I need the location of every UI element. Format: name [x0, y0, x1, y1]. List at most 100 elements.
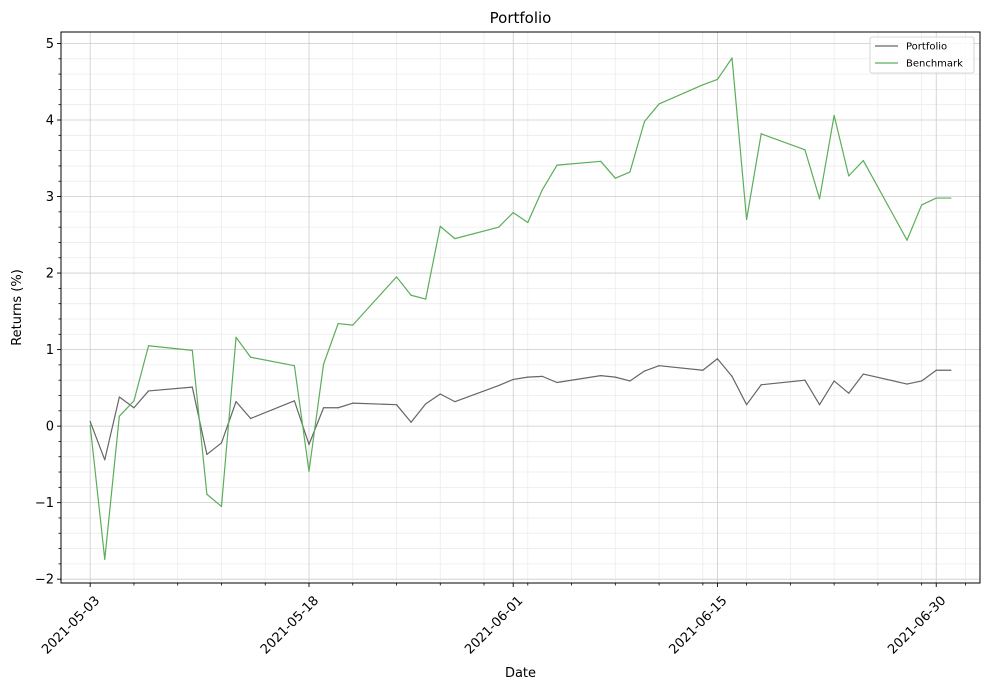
legend-label-benchmark: Benchmark [906, 59, 963, 70]
data-point-benchmark [191, 349, 193, 351]
data-point-portfolio [104, 459, 106, 461]
data-point-benchmark [322, 363, 325, 365]
data-point-benchmark [950, 197, 952, 199]
data-point-portfolio [556, 381, 558, 384]
chart-title: Portfolio [490, 9, 552, 27]
data-point-portfolio [250, 417, 252, 420]
data-point-portfolio [804, 379, 806, 381]
data-point-benchmark [147, 345, 150, 347]
data-point-portfolio [702, 369, 704, 371]
legend-label-portfolio: Portfolio [906, 42, 947, 53]
y-axis-label: Returns (%) [10, 269, 25, 346]
plot-frame [60, 31, 981, 584]
data-point-benchmark [658, 103, 660, 105]
data-point-benchmark [731, 57, 733, 59]
data-point-portfolio [425, 403, 427, 405]
data-point-benchmark [906, 239, 908, 241]
y-tick-label: −1 [35, 496, 54, 511]
series-line-portfolio [89, 358, 951, 461]
data-point-portfolio [921, 380, 923, 382]
legend: Portfolio Benchmark [869, 36, 975, 74]
data-point-benchmark [702, 84, 704, 86]
data-point-portfolio [206, 453, 208, 456]
data-point-benchmark [352, 324, 354, 326]
data-point-benchmark [235, 336, 237, 338]
data-point-portfolio [629, 380, 631, 382]
data-point-portfolio [118, 396, 120, 398]
data-point-benchmark [425, 298, 427, 300]
data-point-benchmark [118, 415, 120, 417]
data-point-portfolio [147, 390, 150, 392]
data-point-benchmark [454, 238, 456, 240]
y-tick-label: 1 [46, 343, 54, 358]
data-point-benchmark [133, 400, 135, 402]
data-point-benchmark [746, 218, 748, 221]
data-point-portfolio [352, 402, 354, 404]
series-layer [89, 57, 952, 560]
x-axis-label: Date [505, 666, 536, 681]
data-point-portfolio [410, 421, 412, 423]
data-point-portfolio [818, 404, 821, 406]
data-point-benchmark [600, 160, 602, 162]
data-point-portfolio [848, 392, 850, 394]
data-point-benchmark [206, 493, 208, 495]
data-point-benchmark [848, 175, 850, 177]
data-point-portfolio [950, 369, 952, 371]
data-point-portfolio [395, 404, 398, 406]
data-point-benchmark [614, 177, 616, 179]
y-tick-label: 3 [46, 190, 54, 205]
data-point-benchmark [337, 322, 339, 325]
data-point-portfolio [498, 384, 500, 387]
data-point-benchmark [716, 78, 719, 81]
major-grid [61, 32, 980, 583]
data-point-portfolio [541, 375, 543, 377]
data-point-benchmark [498, 226, 500, 228]
series-line-benchmark [89, 57, 951, 560]
y-tick-label: 0 [46, 420, 54, 435]
data-point-benchmark [308, 470, 310, 472]
data-point-benchmark [643, 120, 646, 123]
data-point-portfolio [716, 358, 719, 360]
data-point-benchmark [527, 221, 529, 224]
data-point-benchmark [760, 133, 762, 135]
data-point-portfolio [439, 393, 441, 395]
data-point-portfolio [454, 401, 456, 403]
data-point-benchmark [935, 197, 937, 199]
data-point-portfolio [658, 365, 660, 367]
data-point-benchmark [439, 225, 441, 227]
data-point-benchmark [250, 356, 252, 358]
data-point-portfolio [833, 380, 835, 382]
data-point-benchmark [556, 164, 558, 166]
data-point-benchmark [818, 198, 821, 200]
data-point-portfolio [600, 375, 602, 377]
data-point-portfolio [614, 376, 616, 378]
data-point-portfolio [746, 404, 748, 406]
data-point-portfolio [906, 383, 908, 385]
y-tick-label: 4 [46, 114, 54, 129]
data-point-benchmark [629, 171, 631, 173]
data-point-portfolio [935, 369, 937, 371]
data-point-portfolio [337, 407, 339, 409]
data-point-benchmark [921, 204, 923, 206]
data-point-portfolio [512, 378, 514, 381]
data-point-portfolio [220, 442, 223, 444]
data-point-benchmark [89, 424, 91, 426]
data-point-benchmark [395, 276, 398, 278]
data-point-portfolio [760, 384, 762, 386]
data-point-benchmark [541, 189, 543, 191]
data-point-benchmark [104, 558, 106, 560]
y-tick-label: −2 [35, 573, 54, 588]
data-point-portfolio [731, 375, 733, 377]
data-point-benchmark [220, 505, 223, 508]
data-point-benchmark [410, 294, 412, 296]
data-point-benchmark [293, 365, 295, 367]
data-point-portfolio [293, 400, 295, 402]
data-point-benchmark [862, 159, 864, 162]
data-point-portfolio [322, 407, 325, 409]
data-point-portfolio [862, 373, 864, 375]
y-axis: −2 −1 0 1 2 3 4 5 [35, 37, 61, 588]
y-tick-label: 5 [46, 37, 54, 52]
data-point-portfolio [308, 443, 310, 446]
